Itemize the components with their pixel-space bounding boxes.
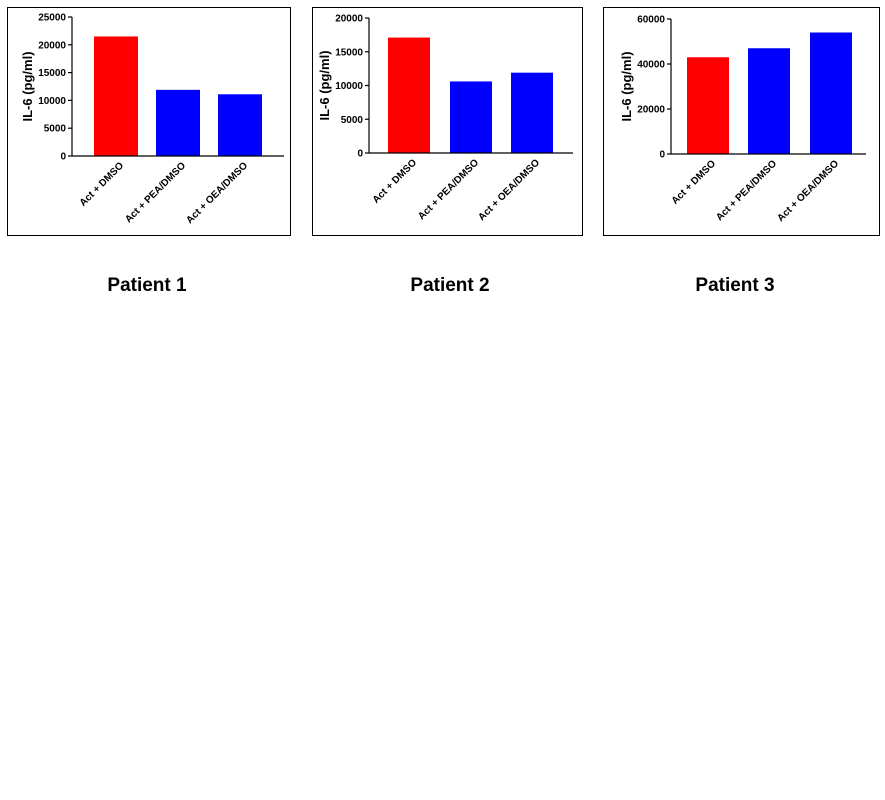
y-axis-label: IL-6 (pg/ml): [619, 51, 634, 121]
y-tick-label: 20000: [38, 40, 66, 51]
bar-2: [156, 89, 200, 156]
chart-title-patient-3: Patient 3: [695, 275, 775, 296]
y-tick-label: 10000: [38, 96, 66, 107]
x-category-label: Act + PEA/DMSO: [123, 160, 188, 225]
x-category-label: Act + DMSO: [371, 157, 420, 206]
y-tick-label: 60000: [637, 15, 665, 26]
bar-2: [748, 48, 790, 154]
y-tick-label: 15000: [38, 68, 66, 79]
chart-svg-patient-1: 0 5000 10000 15000 20000 25000 IL-6 (pg/ml) Act…: [20, 13, 284, 226]
x-category-label: Act + PEA/DMSO: [714, 158, 779, 223]
bar-1: [388, 37, 430, 154]
chart-svg-patient-2: 0 5000 10000 15000 20000 IL-6 (pg/ml) Act + DM…: [317, 14, 573, 223]
bar-3: [810, 32, 852, 154]
y-tick-label: 10000: [335, 81, 363, 92]
bar-3: [511, 72, 553, 153]
chart-title-patient-2: Patient 2: [410, 275, 490, 296]
y-axis-label: IL-6 (pg/ml): [20, 51, 35, 121]
y-tick-label: 20000: [335, 14, 363, 25]
x-category-label: Act + DMSO: [670, 158, 719, 207]
x-category-label: Act + DMSO: [78, 160, 127, 209]
bar-3: [218, 94, 262, 156]
y-tick-label: 0: [659, 150, 665, 161]
chart-panel-patient-1: 0 5000 10000 15000 20000 25000 IL-6 (pg/ml) Act…: [7, 7, 291, 236]
x-category-label: Act + OEA/DMSO: [476, 157, 542, 223]
y-tick-label: 25000: [38, 13, 66, 24]
y-tick-label: 0: [357, 149, 363, 160]
chart-panel-patient-3: 0 20000 40000 60000 IL-6 (pg/ml) Act + DMSO Ac…: [603, 7, 880, 236]
bar-2: [450, 81, 492, 153]
y-tick-label: 40000: [637, 60, 665, 71]
x-category-label: Act + OEA/DMSO: [184, 160, 250, 226]
y-tick-label: 15000: [335, 47, 363, 58]
bar-1: [687, 57, 729, 154]
chart-panel-patient-2: 0 5000 10000 15000 20000 IL-6 (pg/ml) Act + DM…: [312, 7, 583, 236]
chart-title-patient-1: Patient 1: [107, 275, 187, 296]
y-tick-label: 0: [60, 152, 66, 163]
x-category-label: Act + OEA/DMSO: [775, 158, 841, 224]
y-axis-label: IL-6 (pg/ml): [317, 50, 332, 120]
y-tick-label: 20000: [637, 105, 665, 116]
bar-1: [94, 36, 138, 156]
y-tick-label: 5000: [341, 115, 364, 126]
y-tick-label: 5000: [44, 124, 67, 135]
x-category-label: Act + PEA/DMSO: [416, 157, 481, 222]
